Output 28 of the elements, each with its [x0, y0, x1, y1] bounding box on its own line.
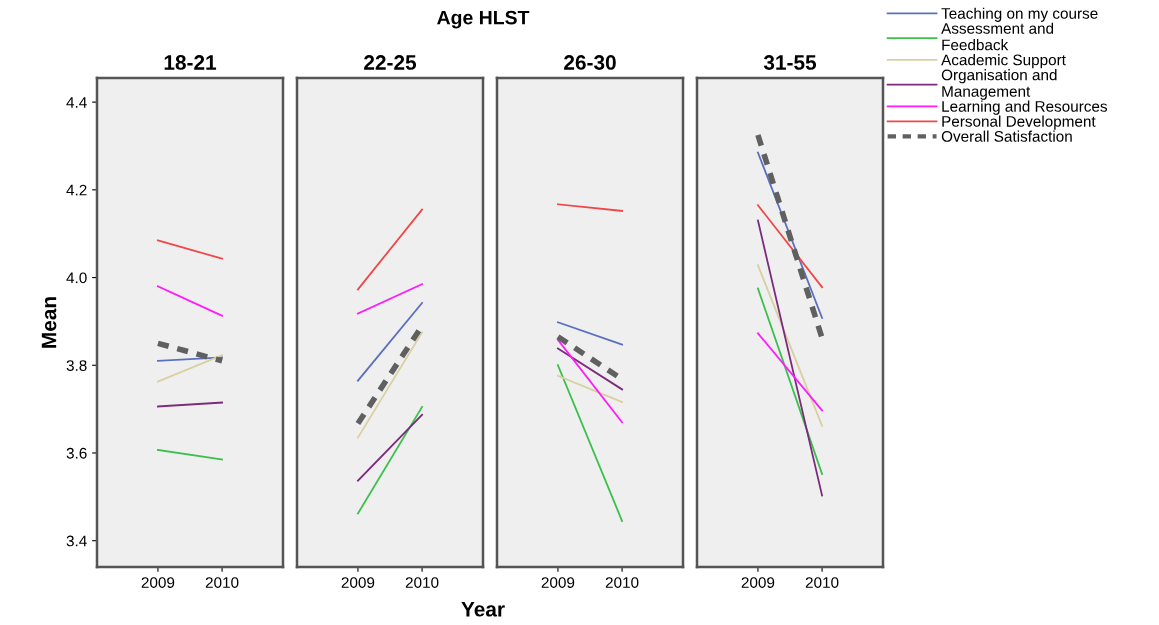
- chart-title: 22-25: [364, 55, 417, 70]
- y-tick-label: 3.8: [66, 360, 87, 371]
- legend-label: Academic Support: [941, 54, 1066, 69]
- x-tick-label: 2010: [405, 577, 439, 588]
- y-tick-label: 4.0: [66, 272, 87, 284]
- legend-label: Assessment and Feedback: [941, 22, 1054, 51]
- text: Age HLST: [437, 10, 530, 29]
- y-tick-label: 4.4: [66, 97, 87, 108]
- chart-title: 18-21: [164, 55, 217, 70]
- y-tick-label: 3.4: [66, 535, 87, 547]
- legend-label: Organisation and Management: [941, 69, 1057, 100]
- x-tick-label: 2010: [205, 577, 239, 588]
- chart-title: 31-55: [763, 55, 817, 70]
- y-tick-label: 3.6: [66, 447, 87, 459]
- x-tick-label: 2010: [605, 577, 639, 588]
- x-tick-label: 2009: [141, 577, 175, 588]
- x-tick-label: 2009: [741, 577, 775, 588]
- legend-label: Personal Development: [942, 115, 1096, 130]
- y-axis-title: Mean: [41, 297, 57, 348]
- x-tick-label: 2009: [341, 577, 375, 588]
- x-tick-label: 2010: [805, 577, 839, 588]
- legend-label: Teaching on my course: [941, 7, 1098, 22]
- y-tick-label: 4.2: [66, 184, 87, 196]
- legend-label: Overall Satisfaction: [941, 130, 1072, 142]
- chart-title: 26-30: [564, 55, 616, 70]
- x-axis-title: Year: [461, 602, 505, 617]
- legend-label: Learning and Resources: [942, 100, 1108, 115]
- x-tick-label: 2009: [541, 577, 575, 588]
